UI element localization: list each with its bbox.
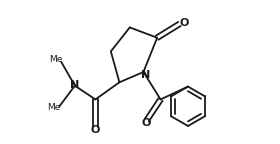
Text: O: O [179, 18, 188, 28]
Text: Me: Me [48, 104, 61, 112]
Text: O: O [91, 125, 100, 135]
Text: N: N [141, 70, 151, 80]
Text: N: N [70, 80, 80, 90]
Text: Me: Me [49, 55, 63, 65]
Text: O: O [141, 118, 151, 128]
